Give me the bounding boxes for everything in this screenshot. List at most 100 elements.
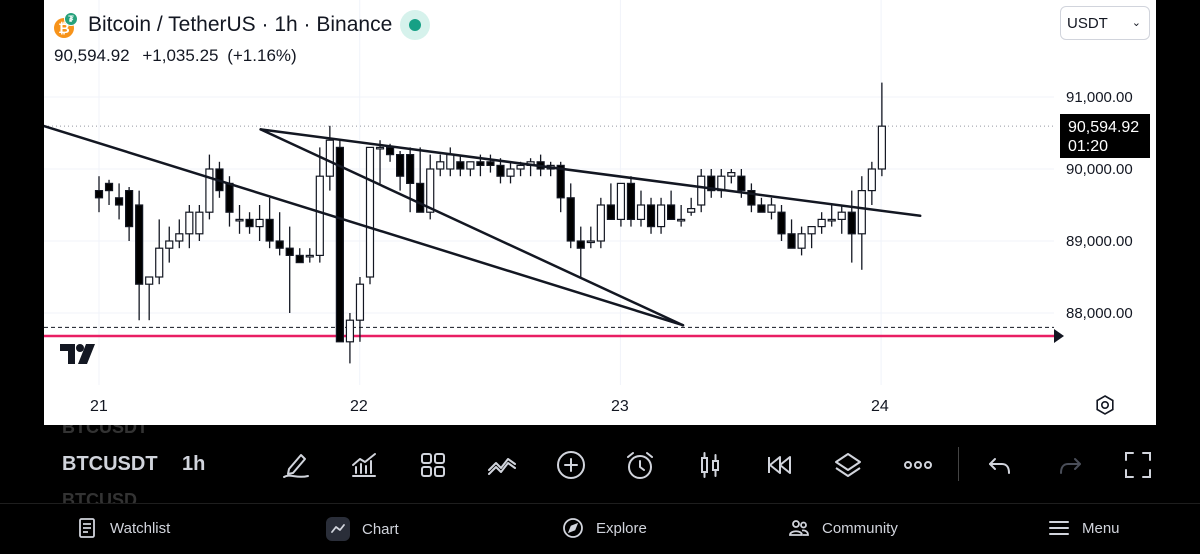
candle-body bbox=[827, 218, 836, 222]
tab-label: Community bbox=[822, 519, 898, 537]
chevron-down-icon: ⌄ bbox=[1131, 17, 1141, 29]
currency-value: USDT bbox=[1067, 15, 1108, 32]
tab-label: Menu bbox=[1082, 519, 1120, 537]
candle-body bbox=[205, 168, 214, 213]
toolbar-divider bbox=[958, 447, 959, 481]
price-axis-label: 90,000.00 bbox=[1066, 161, 1133, 178]
watchlist-icon bbox=[79, 518, 95, 538]
compare-icon[interactable] bbox=[486, 449, 518, 481]
candle-body bbox=[385, 146, 395, 156]
candle-body bbox=[466, 161, 475, 170]
community-icon bbox=[789, 520, 809, 536]
tab-community[interactable]: Community bbox=[788, 517, 898, 539]
trendline bbox=[259, 128, 685, 327]
currency-select[interactable]: USDT ⌄ bbox=[1060, 6, 1150, 40]
price-axis-label: 88,000.00 bbox=[1066, 305, 1133, 322]
candle-body bbox=[476, 161, 485, 167]
tab-explore[interactable]: Explore bbox=[562, 517, 647, 539]
candle-body bbox=[807, 226, 816, 235]
candle-body bbox=[365, 146, 375, 278]
time-axis-label: 21 bbox=[90, 398, 108, 415]
bitcoin-icon: ₿ ₮ bbox=[54, 12, 80, 38]
last-price-tag: 90,594.92 01:20 bbox=[1060, 114, 1150, 158]
candle-body bbox=[355, 283, 365, 321]
time-axis-label: 22 bbox=[350, 398, 368, 415]
undo-icon[interactable] bbox=[984, 449, 1016, 481]
ticker-ghost: BTCUSD bbox=[62, 490, 137, 503]
candle-body bbox=[837, 211, 846, 220]
candle-body bbox=[225, 182, 234, 213]
candle-body bbox=[877, 125, 886, 170]
candle-body bbox=[104, 182, 114, 192]
menu-icon bbox=[1049, 521, 1069, 535]
candle-body bbox=[486, 161, 495, 167]
tab-label: Watchlist bbox=[110, 519, 171, 537]
chart-settings-icon[interactable] bbox=[1094, 394, 1116, 416]
candle-body bbox=[576, 240, 585, 249]
symbol-title[interactable]: Bitcoin / TetherUS · 1h · Binance bbox=[88, 13, 393, 36]
trendline bbox=[44, 124, 685, 327]
market-open-icon[interactable] bbox=[400, 10, 431, 40]
price-chart[interactable] bbox=[44, 0, 1156, 425]
tab-watchlist[interactable]: Watchlist bbox=[76, 517, 170, 539]
drawing-tools-icon[interactable] bbox=[280, 449, 312, 481]
chart-area[interactable]: ₿ ₮ Bitcoin / TetherUS · 1h · Binance 90… bbox=[44, 0, 1156, 425]
candle-body bbox=[145, 276, 154, 285]
candle-body bbox=[777, 211, 786, 235]
candle-body bbox=[596, 204, 605, 242]
candle-body bbox=[817, 218, 826, 228]
interval-button[interactable]: 1h bbox=[182, 453, 206, 475]
candle-body bbox=[767, 204, 776, 213]
price-info: 90,594.92 +1,035.25 (+1.16%) bbox=[54, 46, 297, 66]
candle-body bbox=[867, 168, 876, 192]
last-price-tag-value: 90,594.92 bbox=[1068, 119, 1140, 136]
tether-icon: ₮ bbox=[64, 12, 78, 26]
indicators-icon[interactable] bbox=[348, 449, 380, 481]
price-change: +1,035.25 bbox=[142, 46, 219, 65]
candle-body bbox=[757, 204, 766, 213]
candle-body bbox=[285, 247, 294, 256]
time-axis-label: 23 bbox=[611, 398, 629, 415]
tab-menu[interactable]: Menu bbox=[1048, 517, 1120, 539]
redo-icon[interactable] bbox=[1054, 449, 1086, 481]
candle-body bbox=[235, 218, 244, 222]
candle-body bbox=[295, 254, 304, 264]
candle-body bbox=[586, 240, 595, 244]
candle-body bbox=[707, 175, 716, 192]
trendline bbox=[259, 128, 922, 218]
candle-style-icon[interactable] bbox=[694, 449, 726, 481]
candle-body bbox=[646, 204, 656, 228]
layers-icon[interactable] bbox=[832, 449, 864, 481]
replay-icon[interactable] bbox=[764, 449, 796, 481]
ticker-ghost: BTCUSDT bbox=[62, 425, 148, 437]
symbol-header[interactable]: ₿ ₮ Bitcoin / TetherUS · 1h · Binance bbox=[54, 10, 431, 40]
candle-body bbox=[185, 211, 194, 235]
candle-body bbox=[125, 190, 134, 228]
candle-body bbox=[436, 161, 445, 170]
layouts-icon[interactable] bbox=[417, 449, 449, 481]
chart-icon bbox=[326, 517, 350, 541]
candle-body bbox=[556, 164, 565, 199]
candle-body bbox=[516, 164, 525, 170]
candle-body bbox=[847, 211, 856, 235]
fullscreen-icon[interactable] bbox=[1122, 449, 1154, 481]
candle-body bbox=[315, 175, 324, 256]
compass-icon bbox=[563, 518, 583, 538]
price-axis-label: 91,000.00 bbox=[1066, 89, 1133, 106]
add-icon[interactable] bbox=[555, 449, 587, 481]
tab-chart[interactable]: Chart bbox=[326, 517, 399, 541]
candle-body bbox=[446, 154, 455, 170]
candle-body bbox=[135, 204, 144, 285]
candle-body bbox=[195, 211, 204, 235]
candle-body bbox=[165, 240, 174, 249]
candle-body bbox=[155, 247, 164, 278]
ticker-symbol[interactable]: BTCUSDT bbox=[62, 453, 158, 475]
more-icon[interactable] bbox=[902, 449, 934, 481]
candle-body bbox=[496, 164, 505, 177]
candle-body bbox=[697, 175, 706, 206]
bottom-tab-bar: Watchlist Chart Explore Community Menu bbox=[0, 503, 1200, 554]
chart-toolbar: BTCUSDT BTCUSDT BTCUSD 1h bbox=[0, 425, 1200, 503]
candle-body bbox=[797, 233, 806, 249]
alert-icon[interactable] bbox=[624, 449, 656, 481]
candle-body bbox=[245, 218, 254, 228]
